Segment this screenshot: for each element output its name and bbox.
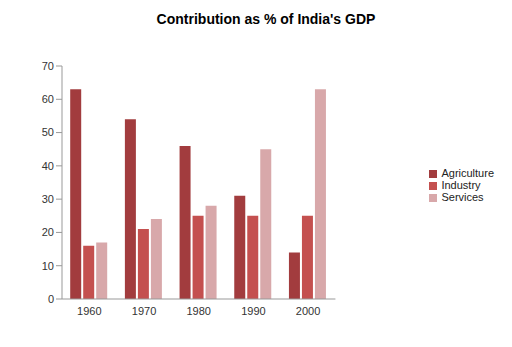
svg-text:2000: 2000 xyxy=(296,305,320,317)
svg-text:20: 20 xyxy=(42,226,54,238)
svg-text:1960: 1960 xyxy=(77,305,101,317)
svg-text:30: 30 xyxy=(42,193,54,205)
svg-text:60: 60 xyxy=(42,93,54,105)
html-text:Contribution as % of India's G: Contribution as % of India's GDP xyxy=(156,11,376,27)
svg-text:50: 50 xyxy=(42,126,54,138)
svg-text:0: 0 xyxy=(48,293,54,305)
html-text:Services: Services xyxy=(441,191,484,203)
html-text:Industry: Industry xyxy=(441,179,481,191)
svg-text:70: 70 xyxy=(42,60,54,72)
svg-text:1980: 1980 xyxy=(186,305,210,317)
svg-text:1970: 1970 xyxy=(132,305,156,317)
svg-text:1990: 1990 xyxy=(241,305,265,317)
svg-text:40: 40 xyxy=(42,160,54,172)
svg-text:10: 10 xyxy=(42,260,54,272)
html-text:Agriculture: Agriculture xyxy=(441,167,494,179)
